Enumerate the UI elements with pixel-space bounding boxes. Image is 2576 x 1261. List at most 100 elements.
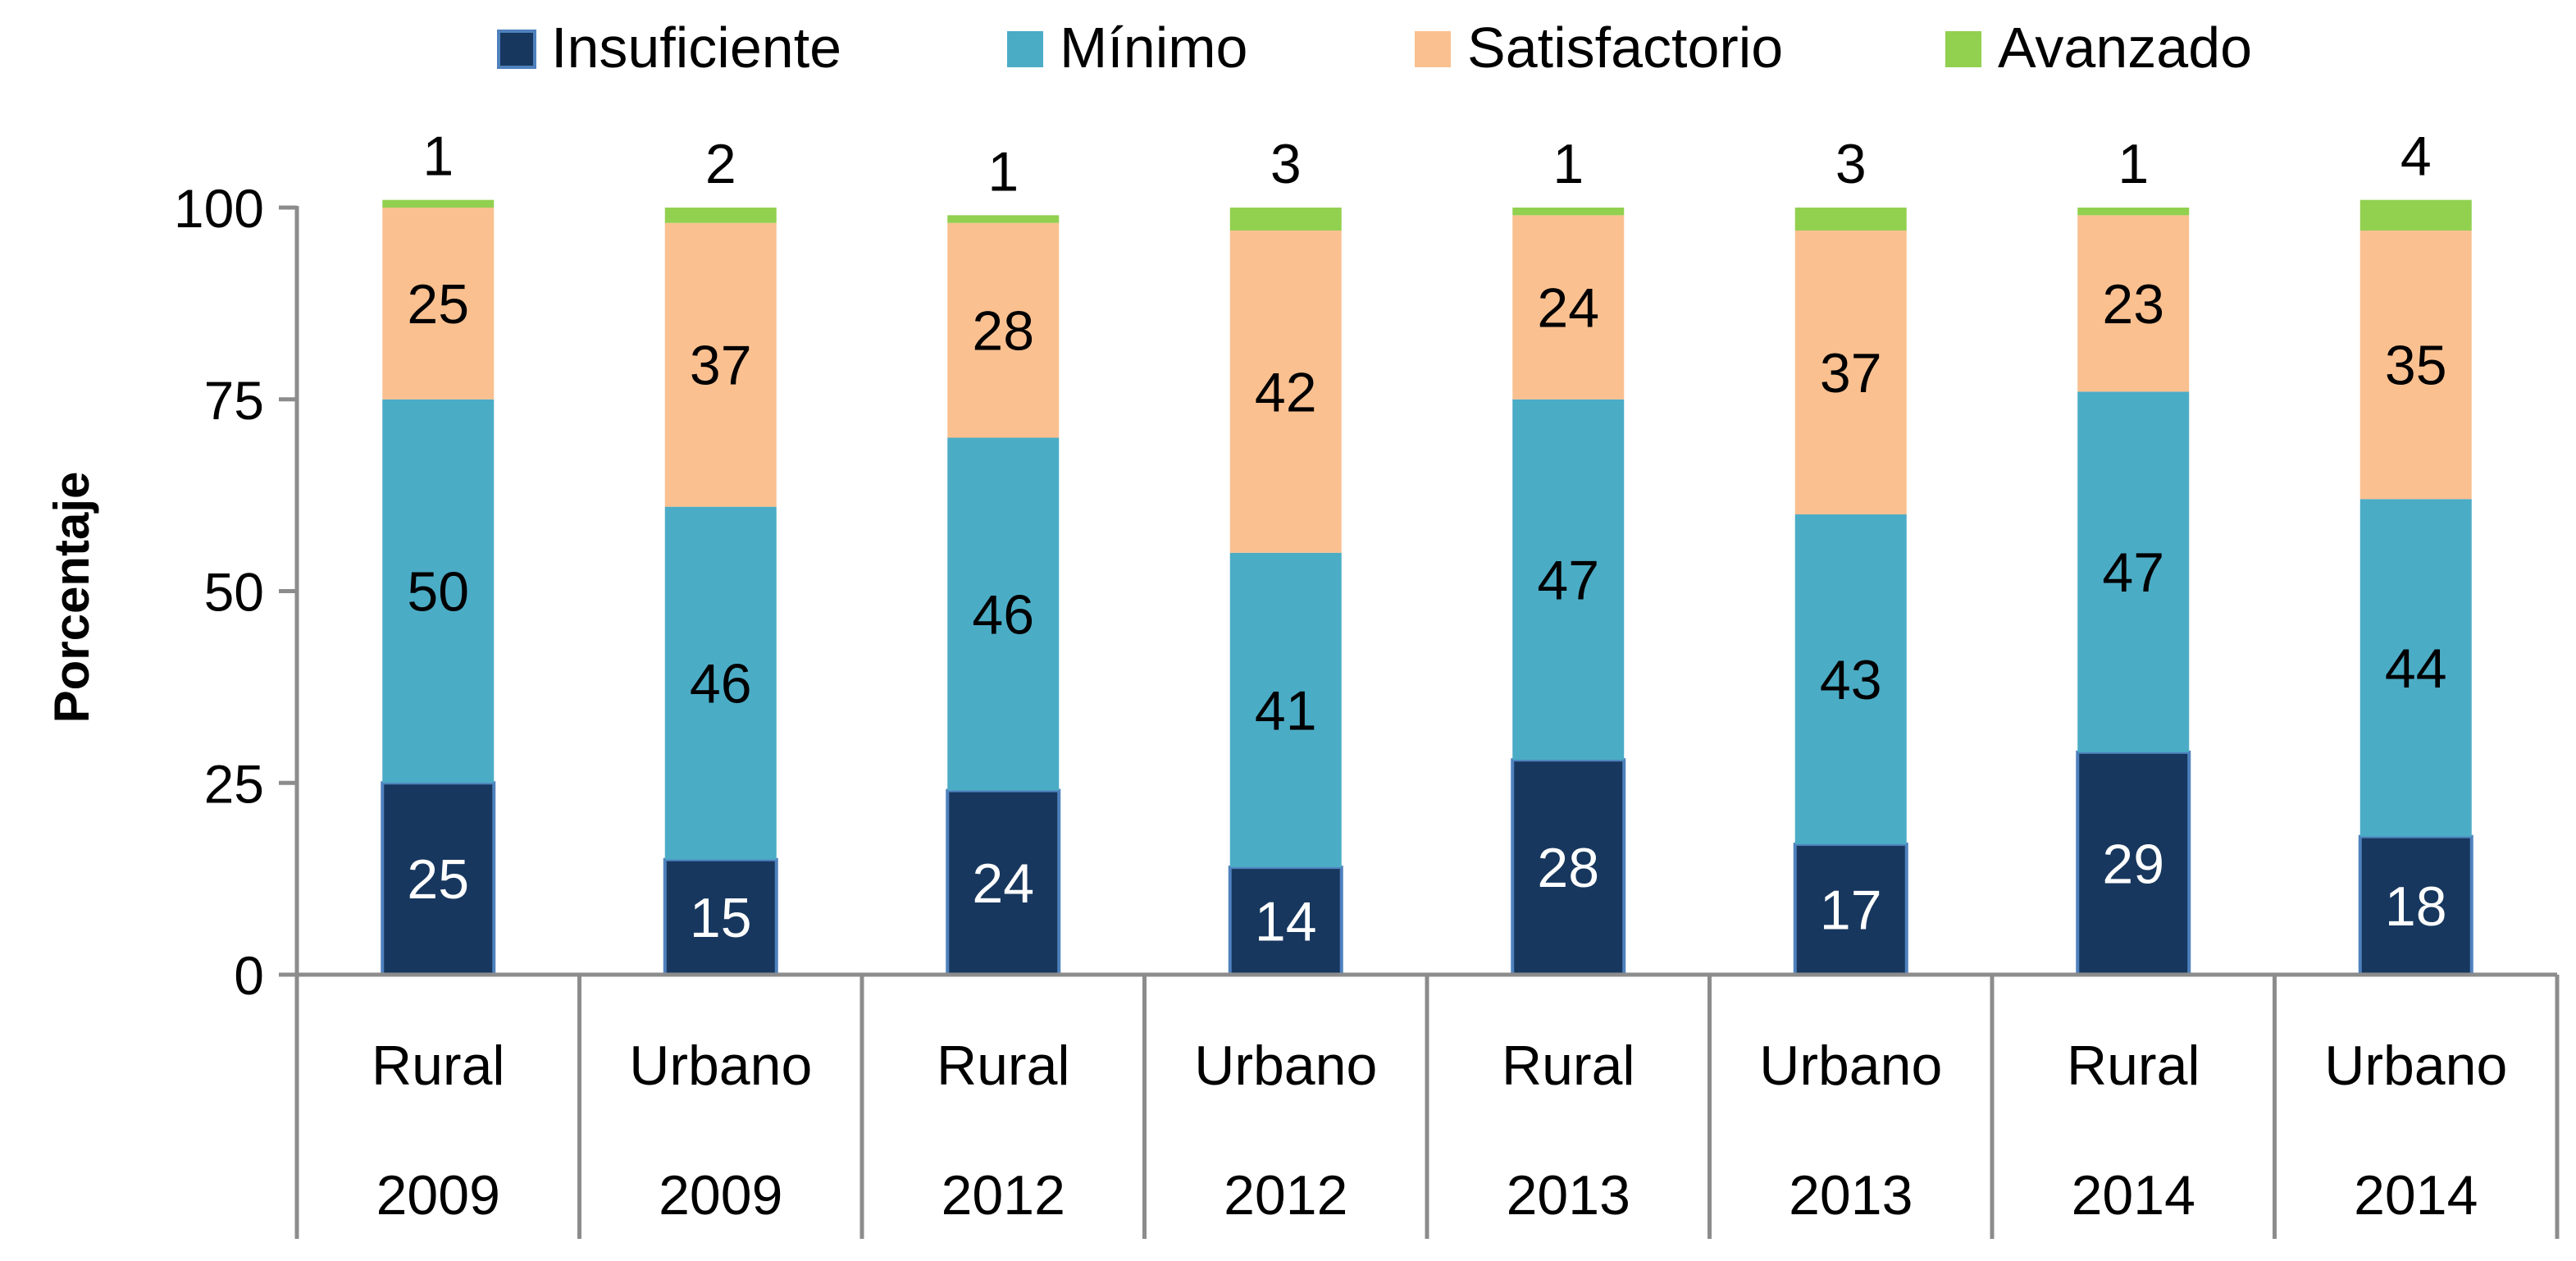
data-label-avanzado: 4 [2400, 126, 2432, 188]
bar-segment-avanzado [1512, 208, 1625, 216]
bar-segment-avanzado [382, 199, 495, 208]
x-category-label: Rural [2067, 1035, 2200, 1097]
bar-segment-satisfactorio [1229, 231, 1342, 553]
data-label: 43 [1820, 649, 1882, 711]
data-label: 18 [2385, 875, 2447, 938]
bar-stack: 14 41 42 3 [1228, 133, 1343, 976]
x-group-label: 2012 [941, 1164, 1065, 1227]
bar-segment-satisfactorio [382, 208, 495, 400]
bar-stack: 18 44 35 4 [2358, 126, 2473, 977]
data-label: 24 [972, 852, 1034, 915]
bar-segment-avanzado [1794, 208, 1907, 231]
x-group-label: 2014 [2354, 1164, 2478, 1227]
data-label: 15 [690, 887, 752, 949]
data-label-avanzado: 3 [1270, 133, 1302, 195]
bar-stack: 29 47 23 1 [2076, 133, 2191, 976]
data-label: 50 [407, 561, 469, 624]
bar-segment-minimo [664, 506, 777, 860]
legend-label: Satisfactorio [1467, 16, 1783, 80]
data-label: 24 [1537, 277, 1599, 340]
legend-item: Avanzado [1945, 16, 2252, 80]
legend-swatch [1415, 31, 1451, 67]
data-label: 17 [1820, 880, 1882, 942]
bar-stack: 25 50 25 1 [381, 126, 496, 976]
legend-swatch [1007, 31, 1043, 67]
x-group-label: 2014 [2072, 1164, 2195, 1227]
data-label: 25 [407, 273, 469, 336]
data-label: 47 [1537, 549, 1599, 611]
x-category-label: Rural [937, 1035, 1070, 1097]
x-category-label: Urbano [1194, 1035, 1377, 1097]
data-label-avanzado: 3 [1835, 133, 1867, 195]
data-label: 23 [2102, 273, 2164, 336]
legend-label: Insuficiente [551, 16, 841, 80]
x-group-label: 2012 [1224, 1164, 1347, 1227]
x-category-label: Urbano [629, 1035, 812, 1097]
bar-stack: 28 47 24 1 [1511, 133, 1626, 976]
y-tick-label: 0 [234, 945, 264, 1006]
bar-segment-satisfactorio [2077, 215, 2190, 392]
data-label-avanzado: 1 [2118, 133, 2149, 195]
bar-segment-insuficiente [1793, 843, 1908, 977]
data-label-avanzado: 1 [422, 126, 454, 188]
legend: Insuficiente Mínimo Satisfactorio Avanzado [497, 16, 2252, 80]
y-tick-label: 25 [204, 753, 264, 814]
bar-segment-minimo [1229, 552, 1342, 868]
data-label-avanzado: 1 [1552, 133, 1584, 195]
y-axis: 0 25 50 75 100 [174, 178, 299, 1006]
legend-item: Mínimo [1007, 16, 1247, 80]
data-label: 44 [2385, 637, 2447, 700]
data-label: 25 [407, 848, 469, 911]
x-group-label: 2009 [376, 1164, 500, 1227]
bar-segment-avanzado [2359, 199, 2472, 231]
data-label: 42 [1255, 361, 1317, 423]
data-label: 14 [1255, 891, 1317, 953]
bar-segment-avanzado [1229, 208, 1342, 231]
bar-segment-minimo [1512, 399, 1625, 761]
x-group-label: 2013 [1789, 1164, 1913, 1227]
data-label: 47 [2102, 541, 2164, 604]
x-category-label: Urbano [1759, 1035, 1942, 1097]
y-tick-label: 75 [204, 370, 264, 431]
x-category-label: Rural [372, 1035, 505, 1097]
bar-segment-minimo [2359, 499, 2472, 837]
bar-segment-minimo [947, 437, 1060, 791]
y-axis-title: Porcentaje [44, 472, 99, 724]
bar-stack: 15 46 37 2 [663, 133, 778, 976]
data-label: 29 [2102, 833, 2164, 895]
bar-segment-avanzado [664, 208, 777, 223]
bar-segment-insuficiente [2076, 750, 2191, 976]
bar-segment-satisfactorio [2359, 231, 2472, 500]
data-label-avanzado: 2 [705, 133, 736, 195]
bar-segment-minimo [2077, 391, 2190, 752]
bar-stack: 17 43 37 3 [1793, 133, 1908, 977]
bar-segment-insuficiente [1511, 758, 1626, 976]
legend-label: Avanzado [1998, 16, 2252, 80]
x-group-label: 2013 [1507, 1164, 1630, 1227]
legend-label: Mínimo [1060, 16, 1247, 80]
bar-segment-satisfactorio [947, 222, 1060, 438]
bar-stack: 24 46 28 1 [946, 140, 1061, 976]
y-tick-label: 50 [204, 562, 264, 623]
data-label: 46 [690, 653, 752, 715]
data-label: 37 [1820, 342, 1882, 404]
bar-segment-satisfactorio [1512, 215, 1625, 400]
bars: 2550251154637224462811441423284724117433… [381, 126, 2473, 977]
bar-segment-satisfactorio [1794, 231, 1907, 514]
data-label: 28 [1537, 837, 1599, 899]
x-axis: Rural 2009 Urbano 2009 Rural 2012 Urbano 2012 Ru… [294, 972, 2560, 1239]
data-label: 28 [972, 300, 1034, 363]
data-label: 46 [972, 584, 1034, 646]
bar-segment-avanzado [947, 215, 1060, 223]
x-category-label: Rural [1502, 1035, 1635, 1097]
data-label: 35 [2385, 335, 2447, 397]
bar-segment-satisfactorio [664, 222, 777, 507]
x-group-label: 2009 [659, 1164, 782, 1227]
bar-segment-avanzado [2077, 208, 2190, 216]
legend-item: Insuficiente [497, 16, 841, 80]
bar-segment-minimo [1794, 514, 1907, 845]
data-label-avanzado: 1 [987, 140, 1019, 203]
data-label: 37 [690, 335, 752, 397]
y-tick-label: 100 [174, 178, 264, 239]
